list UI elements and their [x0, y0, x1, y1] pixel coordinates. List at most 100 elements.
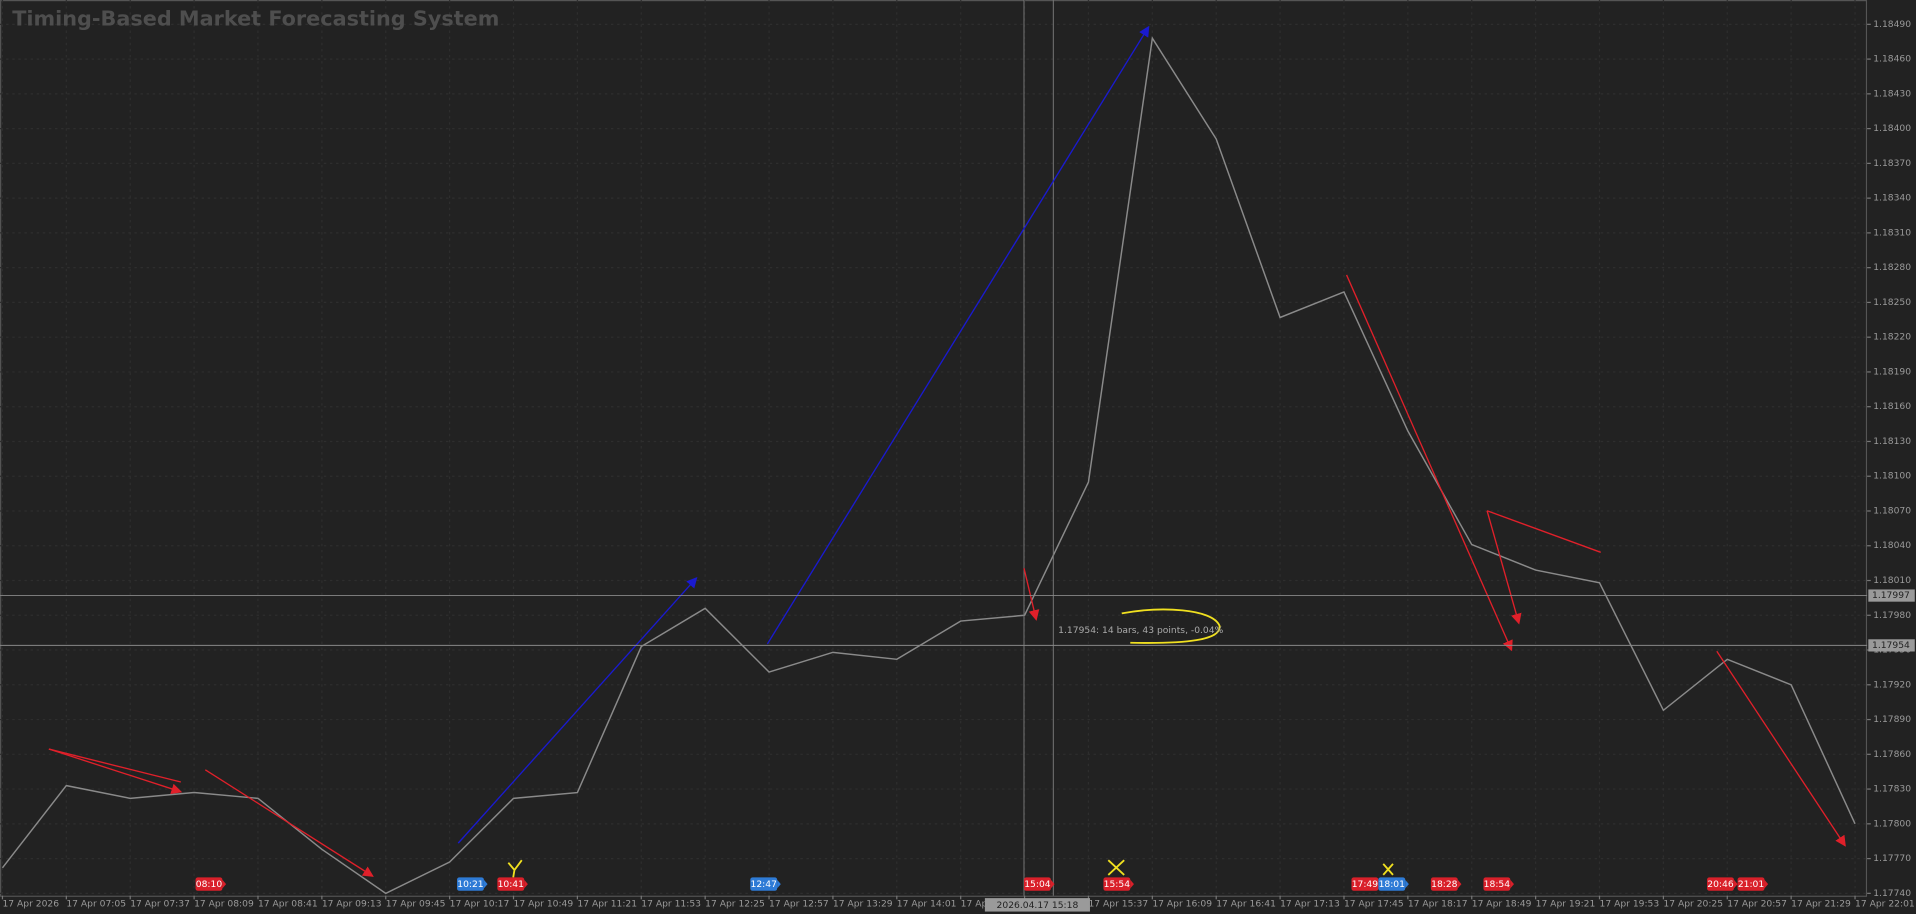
x-tick-label: 17 Apr 16:41: [1216, 899, 1276, 910]
x-tick-label: 17 Apr 14:01: [897, 899, 957, 910]
time-marker: [1430, 877, 1458, 891]
time-axis: [0, 896, 1868, 914]
time-marker: [1483, 877, 1511, 891]
time-marker-label: 20:46: [1707, 879, 1734, 890]
y-tick-label: 1.18160: [1873, 401, 1911, 412]
y-tick-label: 1.18040: [1873, 540, 1911, 551]
x-tick-label: 17 Apr 16:09: [1152, 899, 1212, 910]
x-tick-label: 17 Apr 19:53: [1600, 899, 1660, 910]
price-axis: [1867, 0, 1916, 914]
time-marker-label: 18:28: [1431, 879, 1458, 890]
annotation-mark: [1107, 859, 1125, 876]
y-tick-label: 1.18340: [1873, 193, 1911, 204]
x-tick-label: 17 Apr 22:01: [1855, 899, 1915, 910]
measurement: 1.17954: 14 bars, 43 points, -0.04%: [1058, 625, 1223, 636]
annotation-mark: [1382, 863, 1394, 876]
y-tick-label: 1.17740: [1873, 888, 1911, 899]
x-tick-label: 17 Apr 15:37: [1088, 899, 1148, 910]
arrow: [1486, 510, 1522, 625]
x-tick-label: 17 Apr 21:29: [1791, 899, 1851, 910]
time-marker-label: 18:54: [1484, 879, 1511, 890]
y-tick-label: 1.17860: [1873, 749, 1911, 760]
x-tick-label: 17 Apr 12:57: [769, 899, 829, 910]
x-tick-label: 17 Apr 18:49: [1472, 899, 1532, 910]
time-marker: [1103, 877, 1131, 891]
annotations: [507, 608, 1394, 878]
y-tick-label: 1.18430: [1873, 88, 1911, 99]
x-tick-label: 17 Apr 11:21: [577, 899, 637, 910]
time-marker: [1737, 877, 1765, 891]
time-marker-label: 18:01: [1379, 879, 1405, 890]
arrow: [1023, 568, 1040, 621]
arrow: [766, 25, 1150, 645]
time-marker-tip: [483, 879, 488, 889]
arrows: [48, 25, 1846, 877]
time-label-box: [984, 898, 1090, 912]
x-tick-label: 17 Apr 07:05: [66, 899, 126, 910]
time-marker-label: 10:21: [457, 879, 483, 890]
x-tick-label: 17 Apr 13:29: [833, 899, 893, 910]
time-marker-tip: [1764, 879, 1769, 889]
x-tick-label: 17 Apr: [961, 899, 992, 910]
time-marker-tip: [1510, 879, 1514, 889]
time-marker-tip: [524, 879, 528, 889]
price-label: 1.17997: [1872, 590, 1910, 601]
y-tick-label: 1.17980: [1873, 610, 1911, 621]
price-label: 1.17954: [1872, 640, 1910, 651]
time-marker-tip: [1050, 879, 1055, 889]
time-marker: [195, 877, 223, 891]
time-marker-tip: [1457, 879, 1462, 889]
time-marker: [1707, 877, 1734, 891]
y-tick-label: 1.17770: [1873, 853, 1911, 864]
x-tick-label: 17 Apr 09:45: [386, 899, 446, 910]
time-marker-label: 12:47: [751, 879, 778, 890]
price-series: [1, 36, 1856, 895]
time-label: 2026.04.17 15:18: [997, 900, 1079, 911]
arrow: [1345, 274, 1513, 652]
annotation-mark: [507, 859, 523, 878]
price-line: [1, 36, 1856, 895]
grid: [0, 0, 1868, 896]
arrow: [457, 576, 698, 844]
time-marker: [1351, 877, 1379, 891]
x-tick-label: 17 Apr 08:41: [258, 899, 318, 910]
plot-frame: [0, 0, 1868, 897]
y-tick-label: 1.17920: [1873, 679, 1911, 690]
time-marker-label: 10:41: [498, 879, 524, 890]
y-tick-label: 1.18190: [1873, 366, 1911, 377]
time-marker-label: 21:01: [1738, 879, 1764, 890]
x-tick-label: 17 Apr 09:13: [322, 899, 382, 910]
y-tick-label: 1.18400: [1873, 123, 1911, 134]
y-tick-label: 1.18010: [1873, 575, 1911, 586]
time-marker-tip: [1733, 879, 1738, 889]
x-tick-label: 17 Apr 17:13: [1280, 899, 1340, 910]
time-marker-label: 17:49: [1352, 879, 1379, 890]
x-tick-label: 17 Apr 07:37: [130, 899, 190, 910]
y-tick-label: 1.18100: [1873, 471, 1911, 482]
x-tick-label: 17 Apr 10:49: [514, 899, 574, 910]
x-tick-label: 17 Apr 2026: [2, 899, 59, 910]
chart-title: Timing-Based Market Forecasting System: [12, 7, 499, 31]
time-marker-tip: [777, 879, 781, 889]
x-tick-label: 17 Apr 19:21: [1536, 899, 1596, 910]
y-tick-label: 1.17830: [1873, 784, 1911, 795]
time-marker: [750, 877, 778, 891]
time-marker-label: 15:54: [1104, 879, 1131, 890]
arrow: [204, 769, 374, 877]
y-tick-label: 1.18310: [1873, 227, 1911, 238]
y-tick-label: 1.18220: [1873, 332, 1911, 343]
y-tick-label: 1.17890: [1873, 714, 1911, 725]
y-tick-label: 1.18370: [1873, 158, 1911, 169]
time-marker-tip: [1405, 879, 1409, 889]
y-tick-label: 1.18130: [1873, 436, 1911, 447]
time-marker: [497, 877, 525, 891]
time-marker: [457, 877, 484, 891]
y-tick-label: 1.18070: [1873, 505, 1911, 516]
x-tick-label: 17 Apr 20:57: [1727, 899, 1787, 910]
arrow: [1716, 650, 1846, 847]
